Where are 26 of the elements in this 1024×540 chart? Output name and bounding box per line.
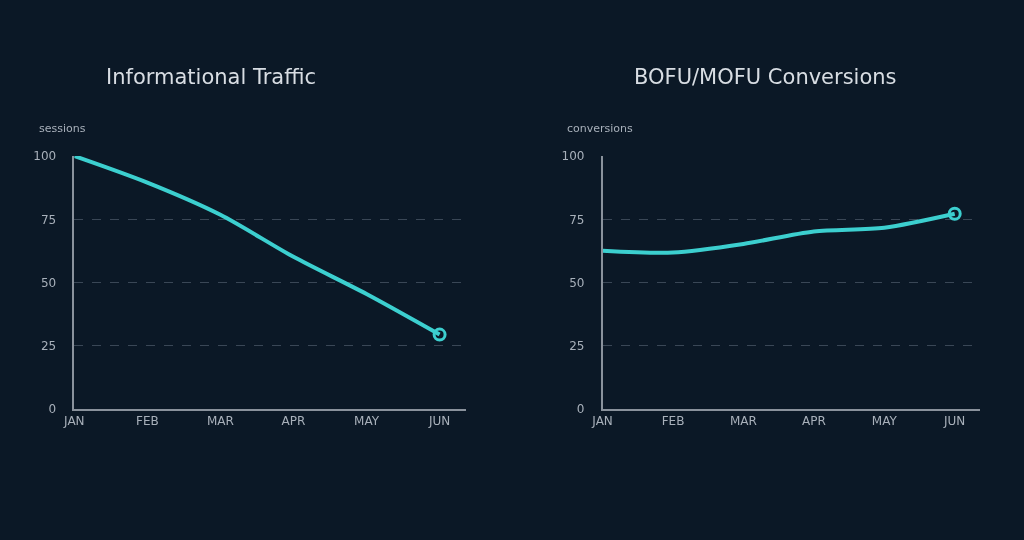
y-tick-label: 0 — [48, 402, 57, 417]
x-tick-label: JUN — [427, 414, 451, 429]
y-axis-title: sessions — [39, 122, 86, 135]
y-tick-label: 50 — [40, 275, 57, 290]
y-tick-label: 25 — [40, 339, 57, 354]
y-tick-label: 100 — [561, 149, 585, 164]
x-tick-label: APR — [801, 414, 826, 429]
x-tick-label: JAN — [591, 414, 613, 429]
x-tick-label: MAR — [206, 414, 234, 429]
y-axis-title: conversions — [567, 122, 634, 135]
x-tick-label: JUN — [943, 414, 966, 429]
y-tick-label: 75 — [569, 212, 585, 227]
y-tick-label: 75 — [40, 212, 57, 227]
chart-title: BOFU/MOFU Conversions — [634, 65, 897, 89]
x-tick-label: FEB — [136, 414, 159, 429]
y-tick-label: 25 — [569, 339, 585, 354]
x-tick-label: MAY — [354, 414, 380, 429]
x-tick-label: MAY — [871, 414, 898, 429]
chart-title: Informational Traffic — [106, 65, 317, 89]
y-tick-label: 100 — [33, 149, 57, 164]
x-tick-label: APR — [281, 414, 306, 429]
y-tick-label: 50 — [569, 275, 585, 290]
y-tick-label: 0 — [576, 402, 585, 417]
x-tick-label: MAR — [729, 414, 757, 429]
x-tick-label: JAN — [63, 414, 85, 429]
x-tick-label: FEB — [661, 414, 685, 429]
